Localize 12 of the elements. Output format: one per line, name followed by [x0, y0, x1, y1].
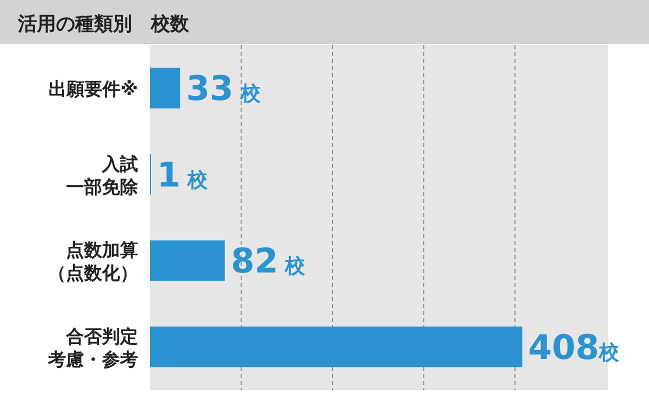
y-tick-label: 出願要件※ — [48, 79, 138, 100]
data-label: 1 校 — [156, 155, 209, 196]
chart-title: 活用の種類別 校数 — [17, 13, 190, 35]
data-label: 82 校 — [230, 242, 306, 282]
y-tick-label: 合否判定考慮・参考 — [47, 326, 138, 370]
data-label: 33 校 — [186, 69, 262, 110]
bar — [150, 326, 522, 368]
y-tick-label: 入試一部免除 — [66, 154, 139, 198]
y-tick-label: 点数加算（点数化） — [48, 240, 138, 284]
data-label: 408校 — [528, 328, 620, 368]
bar — [150, 240, 225, 281]
bar — [150, 68, 180, 108]
